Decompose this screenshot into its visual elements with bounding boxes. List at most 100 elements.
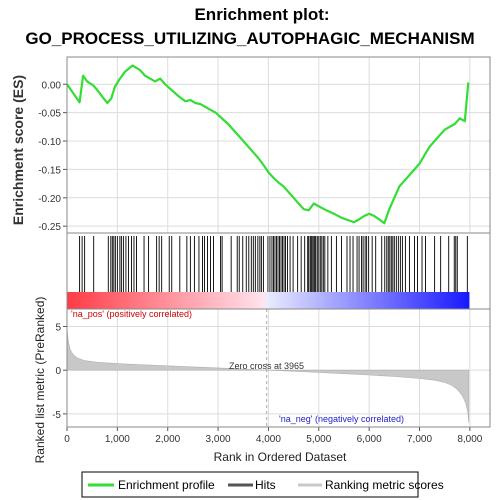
ranking-heat-segment — [257, 292, 261, 309]
bottom-xtick-label: 3,000 — [206, 434, 231, 445]
ranking-heat-segment — [426, 292, 430, 309]
ranking-heat-segment — [92, 292, 96, 309]
ranking-heat-segment — [373, 292, 377, 309]
ranking-heat-segment — [187, 292, 191, 309]
ranking-heat-segment — [207, 292, 211, 309]
bottom-xtick-label: 1,000 — [105, 434, 130, 445]
neg-correlated-label: 'na_neg' (negatively correlated) — [279, 414, 404, 424]
chart-title-line1: Enrichment plot: — [194, 5, 329, 24]
ranking-heat-segment — [272, 292, 277, 309]
ranking-heat-segment — [428, 292, 432, 309]
legend-label-metric: Ranking metric scores — [325, 478, 444, 492]
ranking-heat-segment — [82, 292, 86, 309]
ranking-heat-segment — [370, 292, 375, 309]
bottom-ytick-label: -5 — [52, 410, 61, 421]
ranking-heat-segment — [380, 292, 385, 309]
ranking-heat-segment — [212, 292, 216, 309]
ranking-heat-segment — [84, 292, 88, 309]
ranking-heat-segment — [144, 292, 148, 309]
ranking-heat-segment — [154, 292, 159, 309]
ranking-heat-segment — [448, 292, 452, 309]
ranking-heat-segment — [102, 292, 106, 309]
bottom-ytick-label: 0 — [55, 366, 61, 377]
ranking-heat-segment — [451, 292, 455, 309]
bottom-xtick-label: 7,000 — [407, 434, 432, 445]
ranking-heat-segment — [396, 292, 400, 309]
ranking-heat-segment — [182, 292, 186, 309]
ranking-heat-segment — [220, 292, 224, 309]
pos-correlated-label: 'na_pos' (positively correlated) — [71, 309, 192, 319]
ranking-heat-segment — [413, 292, 417, 309]
ranking-heat-segment — [180, 292, 184, 309]
bottom-xtick-label: 6,000 — [357, 434, 382, 445]
ranking-heat-segment — [265, 292, 269, 309]
ranking-heat-segment — [401, 292, 405, 309]
ranking-heat-segment — [285, 292, 289, 309]
ranking-heat-segment — [360, 292, 364, 309]
ranking-heat-segment — [134, 292, 138, 309]
ranking-heat-segment — [368, 292, 372, 309]
ranking-heat-segment — [197, 292, 201, 309]
ranking-heat-segment — [293, 292, 297, 309]
ranking-heat-segment — [318, 292, 322, 309]
hits-panel — [66, 232, 491, 310]
ranking-heat-segment — [295, 292, 299, 309]
ranking-heat-segment — [217, 292, 221, 309]
ranking-heat-segment — [119, 292, 123, 309]
ranking-heat-segment — [137, 292, 141, 309]
ranking-heat-segment — [262, 292, 267, 309]
ranking-heat-segment — [200, 292, 204, 309]
ranking-heat-segment — [167, 292, 171, 309]
ranking-heat-segment — [260, 292, 264, 309]
ranking-heat-segment — [365, 292, 369, 309]
ranking-heat-segment — [310, 292, 314, 309]
ranking-heat-segment — [403, 292, 407, 309]
ranking-heat-segment — [406, 292, 410, 309]
bottom-xtick-label: 2,000 — [155, 434, 180, 445]
ranking-heat-segment — [275, 292, 279, 309]
ranking-heat-segment — [175, 292, 179, 309]
ranking-heat-segment — [97, 292, 101, 309]
ranking-heat-segment — [431, 292, 435, 309]
legend-label-enrichment: Enrichment profile — [118, 478, 215, 492]
ranking-heat-segment — [149, 292, 153, 309]
bottom-plot-frame — [66, 308, 491, 428]
enrichment-score-panel: 0.00 -0.05 -0.10 -0.15 -0.20 -0.25 — [38, 56, 491, 234]
ranking-heat-segment — [388, 292, 392, 309]
ranking-heat-segment — [345, 292, 349, 309]
ranking-heat-segment — [109, 292, 113, 309]
legend: Enrichment profile Hits Ranking metric s… — [81, 471, 444, 498]
ranking-heat-segment — [335, 292, 339, 309]
ranking-heat-segment — [443, 292, 447, 309]
bottom-ytick-label: 5 — [55, 322, 61, 333]
ranking-heat-segment — [192, 292, 196, 309]
ranking-heat-segment — [340, 292, 344, 309]
ranking-heat-segment — [446, 292, 450, 309]
ranking-heat-segment — [308, 292, 312, 309]
ranking-heat-segment — [320, 292, 324, 309]
ranking-heat-segment — [343, 292, 347, 309]
top-ylabel: Enrichment score (ES) — [10, 75, 26, 225]
ranking-heat-segment — [139, 292, 143, 309]
ranking-heat-segment — [338, 292, 342, 309]
ranking-heat-segment — [94, 292, 98, 309]
enrichment-profile-line — [66, 64, 470, 225]
ranking-heat-segment — [77, 292, 81, 309]
zero-cross-label: Zero cross at 3965 — [229, 361, 304, 371]
top-plot-area — [67, 57, 490, 233]
ranking-heat-segment — [466, 292, 470, 309]
ranking-heat-segment — [107, 292, 111, 309]
ranking-heat-segment — [280, 292, 284, 309]
chart-title-line2: GO_PROCESS_UTILIZING_AUTOPHAGIC_MECHANIS… — [25, 29, 474, 48]
ranking-heat-segment — [157, 292, 161, 309]
ranking-heat-segment — [195, 292, 199, 309]
ranking-heat-segment — [313, 292, 317, 309]
ranking-heat-segment — [416, 292, 420, 309]
top-ytick-label: -0.15 — [38, 165, 61, 176]
ranking-heat-segment — [67, 292, 71, 309]
ranking-heat-segment — [124, 292, 128, 309]
ranking-heat-segment — [355, 292, 359, 309]
ranking-heat-segment — [267, 292, 272, 309]
top-ytick-label: -0.20 — [38, 194, 61, 205]
